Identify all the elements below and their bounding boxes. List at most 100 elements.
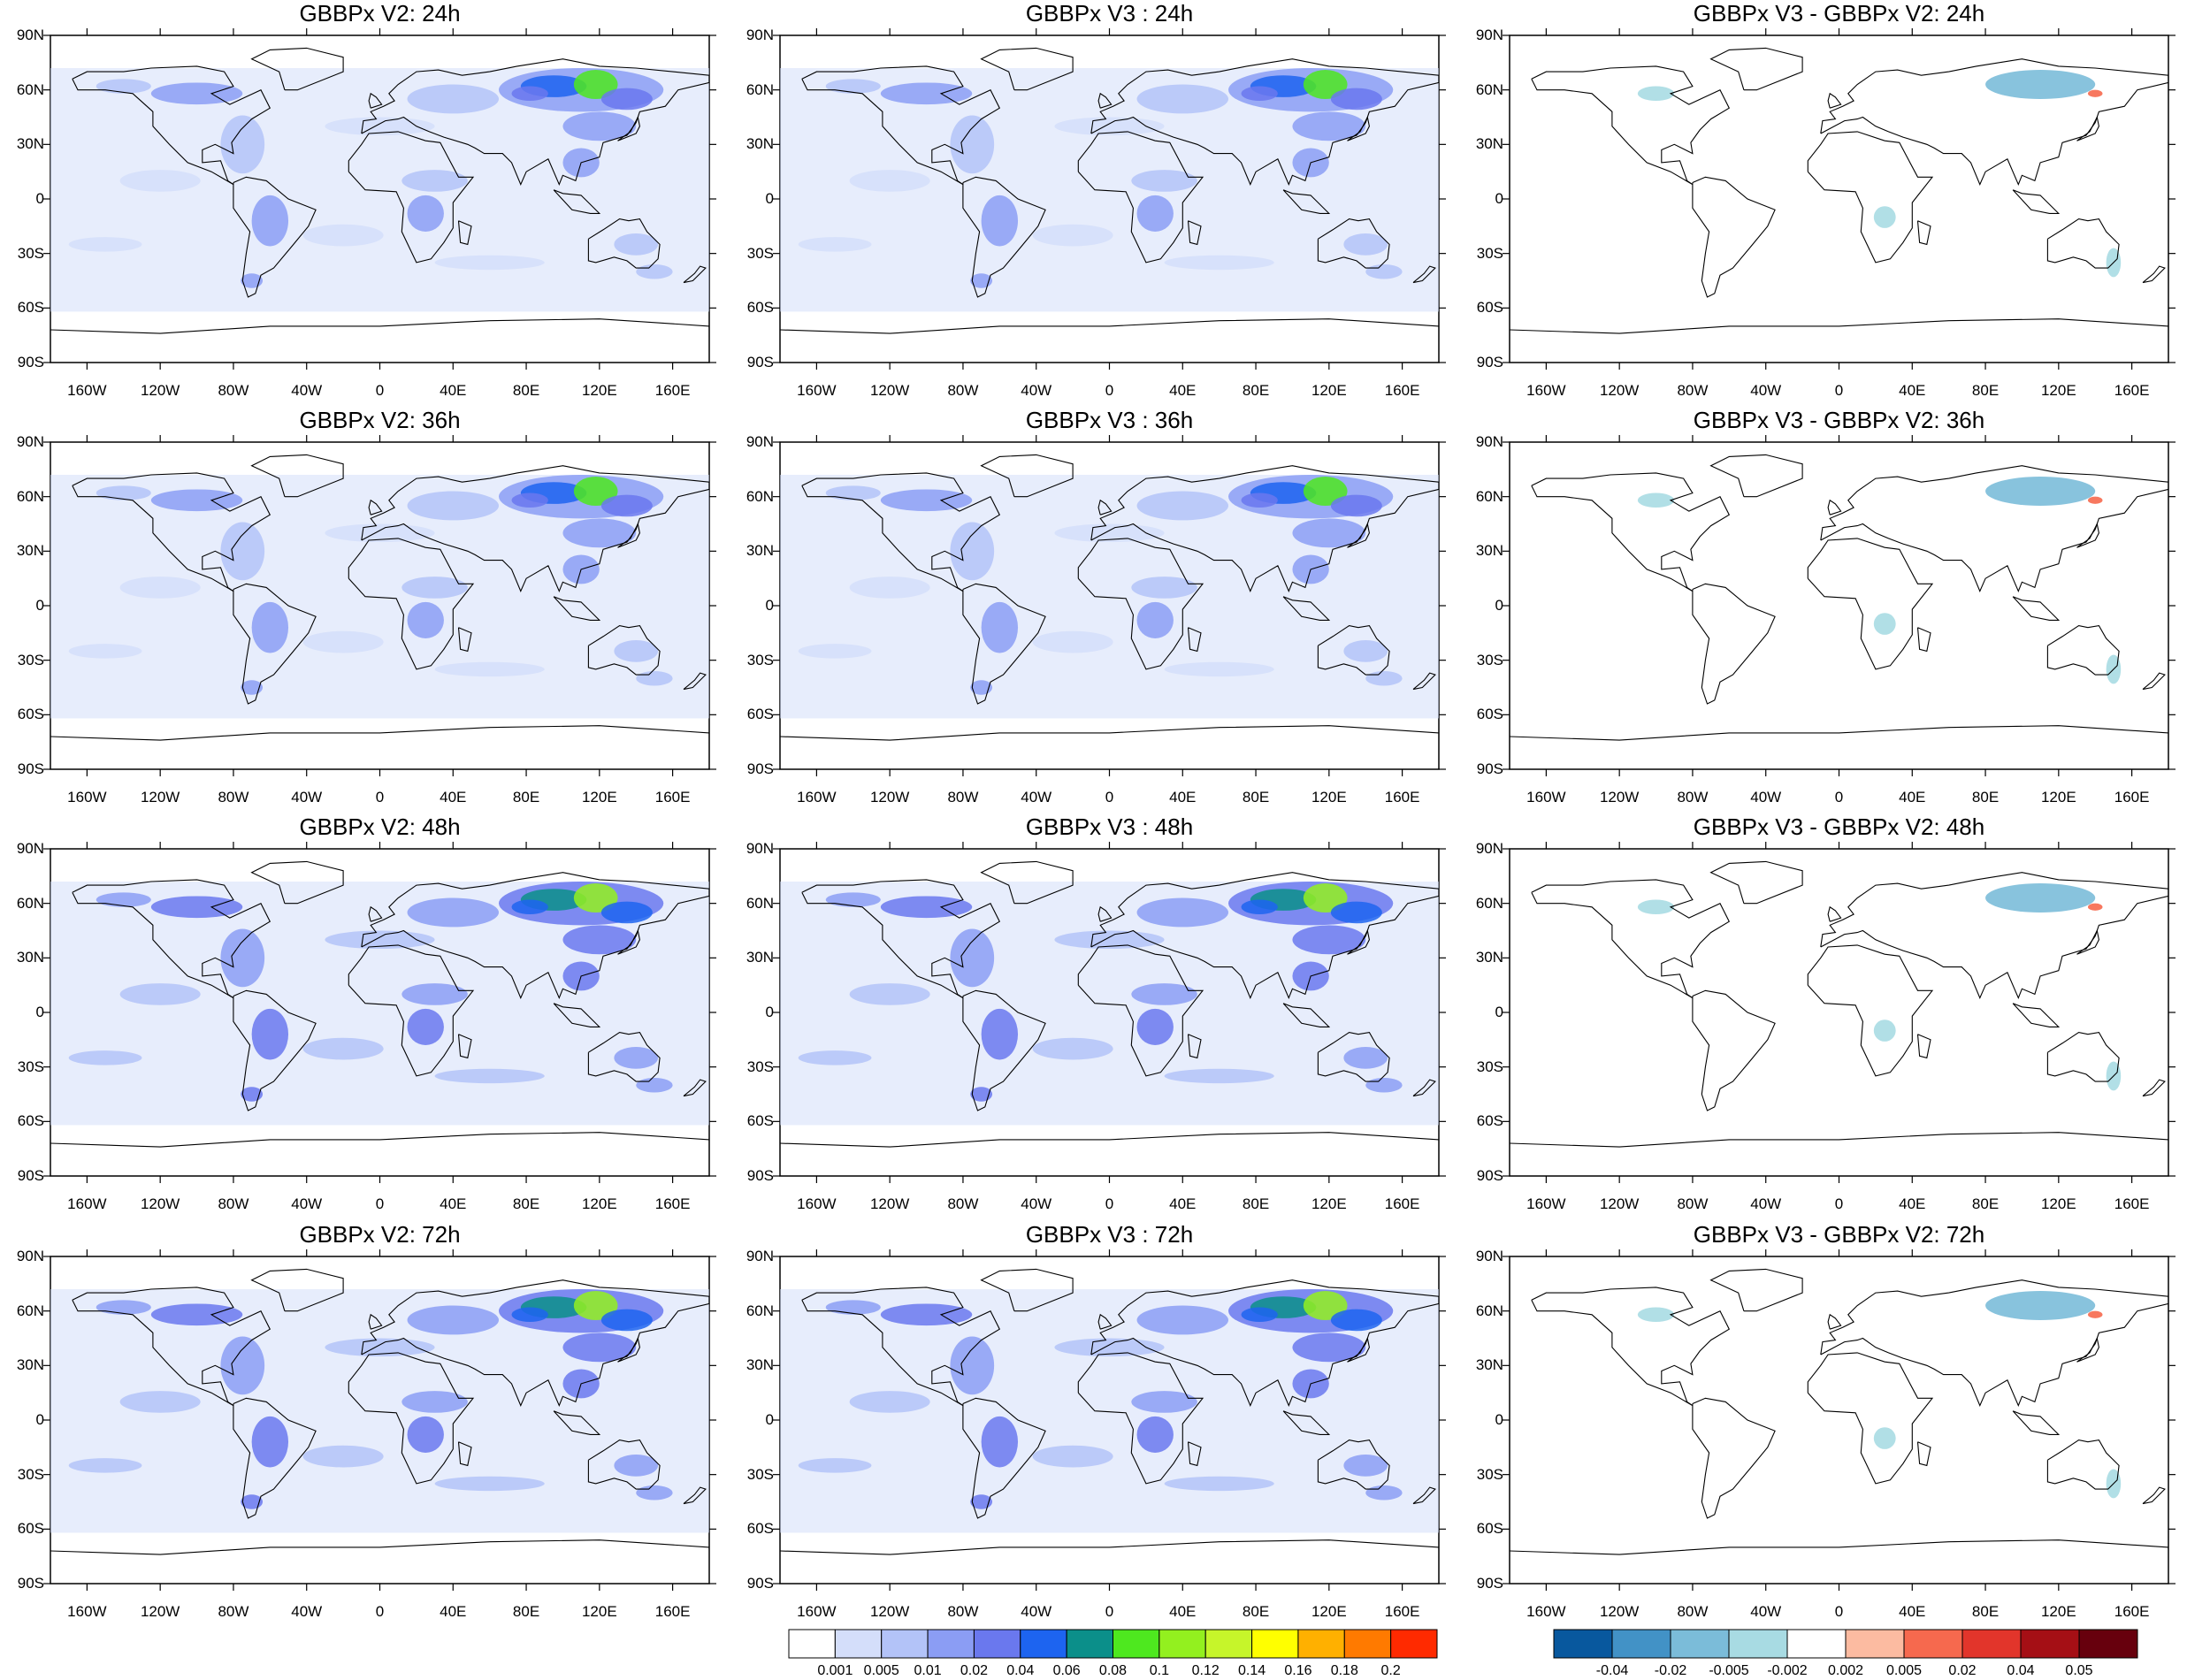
difference-area (1985, 1291, 2096, 1320)
plume-area (434, 255, 545, 271)
plume-area (1136, 195, 1174, 232)
plume-area (407, 84, 500, 114)
coastline (1916, 220, 1931, 246)
latitude-label: 90S (17, 760, 44, 777)
plume-area (150, 1303, 243, 1326)
coastline (72, 65, 271, 186)
colorbar-swatch (1297, 1629, 1345, 1659)
longitude-label: 0 (1834, 789, 1844, 806)
plume-area (1303, 1291, 1348, 1320)
panel-title: GBBPx V2: 24h (299, 0, 461, 27)
longitude-label: 40E (1899, 789, 1926, 806)
plume-area (325, 1338, 435, 1357)
plume-area (573, 477, 618, 506)
latitude-label: 0 (1495, 190, 1503, 207)
coastline (1187, 627, 1202, 653)
map-panel (1503, 28, 2176, 370)
coastline (2046, 218, 2120, 269)
latitude-label: 0 (765, 597, 774, 614)
difference-area (1873, 613, 1896, 635)
longitude-label: 40W (291, 1603, 323, 1620)
longitude-label: 0 (375, 382, 385, 399)
latitude-label: 60N (16, 894, 44, 912)
latitude-label: 0 (1495, 1411, 1503, 1428)
plume-area (241, 680, 264, 695)
longitude-label: 0 (1834, 382, 1844, 399)
map-panel (1503, 435, 2176, 776)
plume-area (1365, 1078, 1403, 1093)
plume-area (407, 601, 444, 638)
plume-area (1343, 233, 1388, 256)
plume-area (1032, 1037, 1113, 1060)
coastline (368, 1313, 383, 1330)
longitude-label: 120E (1311, 789, 1347, 806)
longitude-label: 80E (1971, 382, 2000, 399)
longitude-label: 40E (440, 789, 467, 806)
colorbar-swatch (1728, 1629, 1788, 1659)
plume-area (614, 1455, 659, 1477)
latitude-label: 60S (1476, 706, 1503, 723)
latitude-label: 90N (1475, 840, 1503, 857)
colorbar-label: 0.005 (1885, 1663, 1923, 1678)
longitude-label: 0 (1105, 1603, 1114, 1620)
longitude-label: 40E (440, 382, 467, 399)
plume-area (1365, 671, 1403, 686)
coastline (1282, 1003, 1331, 1027)
difference-area (2087, 1310, 2103, 1318)
coastline (1709, 860, 1803, 905)
plume-area (325, 523, 435, 543)
coastline (1827, 499, 1842, 515)
longitude-label: 160W (1526, 1195, 1566, 1212)
latitude-label: 60S (746, 299, 774, 317)
longitude-label: 80W (1677, 1195, 1709, 1212)
coastline (1317, 624, 1390, 676)
plume-area (1303, 883, 1348, 913)
plume-area (68, 237, 142, 252)
plume-area (825, 1300, 881, 1315)
longitude-label: 80W (1677, 382, 1709, 399)
coastline (1282, 189, 1331, 214)
longitude-label: 40E (440, 1603, 467, 1620)
longitude-label: 0 (1834, 1195, 1844, 1212)
longitude-label: 160W (1526, 382, 1566, 399)
longitude-label: 160W (1526, 1603, 1566, 1620)
plume-area (1164, 661, 1274, 677)
plume-area (434, 1068, 545, 1084)
latitude-label: 0 (35, 597, 44, 614)
coastline (361, 58, 709, 187)
colorbar-label: 0.12 (1191, 1663, 1220, 1678)
plume-area (1292, 518, 1366, 548)
longitude-label: 120E (2040, 382, 2076, 399)
longitude-label: 80E (1242, 1603, 1270, 1620)
coastline (233, 989, 317, 1111)
latitude-label: 60S (1476, 1520, 1503, 1538)
coastline (250, 860, 344, 905)
plume-area (1136, 897, 1229, 928)
plume-area (251, 195, 289, 247)
latitude-label: 60N (746, 487, 774, 505)
coastline (683, 265, 707, 284)
panel-title: GBBPx V3 : 72h (1025, 1221, 1194, 1248)
latitude-label: 30N (746, 135, 774, 153)
colorbar-swatch (1113, 1629, 1160, 1659)
difference-area (1873, 1427, 1896, 1449)
coastline (1531, 472, 1731, 592)
plume-area (220, 928, 265, 988)
plume-area (241, 273, 264, 288)
latitude-label: 60N (746, 80, 774, 98)
coastline (1916, 627, 1931, 653)
coastline (2046, 1031, 2120, 1082)
longitude-label: 160E (2114, 1603, 2150, 1620)
colorbar-swatch (927, 1629, 975, 1659)
longitude-label: 0 (1834, 1603, 1844, 1620)
latitude-label: 30S (746, 651, 774, 668)
plume-area (302, 1445, 384, 1468)
longitude-label: 160W (1526, 789, 1566, 806)
plume-area (1330, 88, 1382, 111)
coastline (348, 131, 475, 263)
coastline (2076, 522, 2099, 548)
plume-area (325, 117, 435, 136)
longitude-label: 40W (291, 789, 323, 806)
coastline (1916, 1441, 1931, 1467)
coastline (233, 1397, 317, 1519)
